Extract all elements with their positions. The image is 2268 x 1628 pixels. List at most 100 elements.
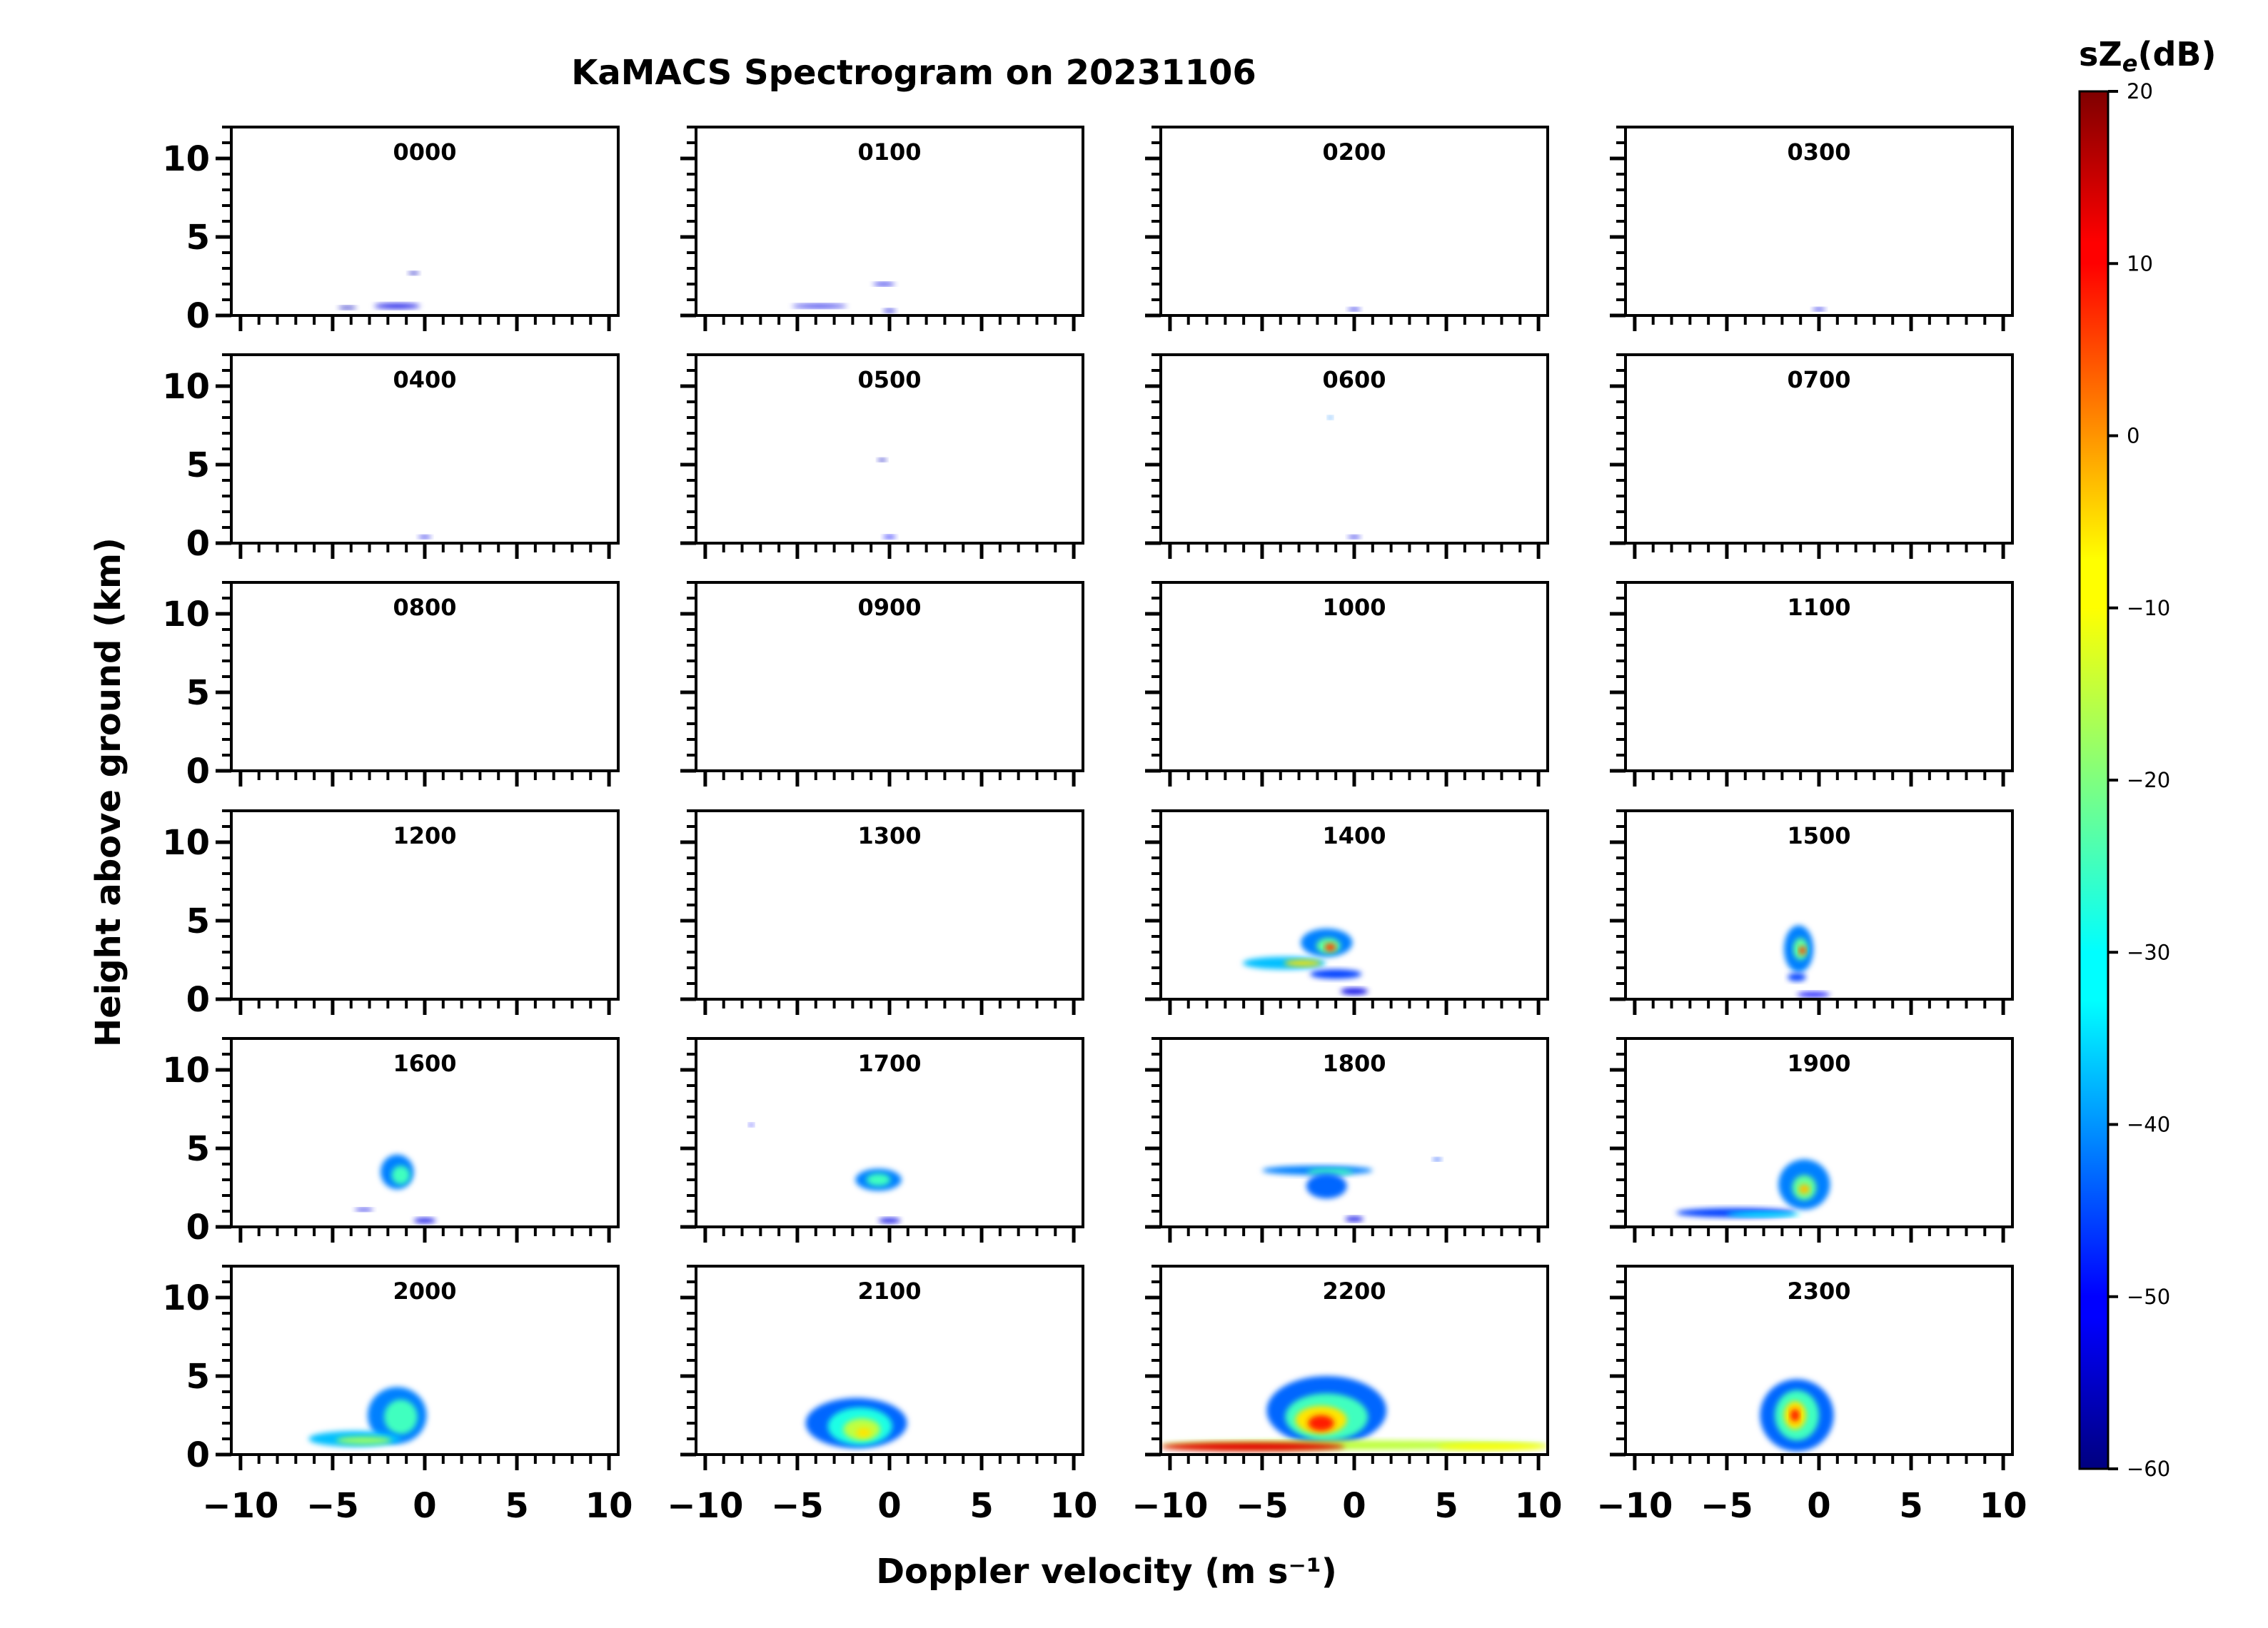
spectral-blob [1812, 308, 1826, 311]
panel-0400: 0400 0 5 10 [162, 353, 620, 564]
spectral-blob [1788, 973, 1806, 981]
y-tick-label: 0 [186, 980, 210, 1020]
spectral-blob [1345, 1216, 1364, 1222]
x-tick-label: 10 [1050, 1486, 1098, 1526]
y-tick-label: 0 [186, 524, 210, 564]
spectral-blob [1798, 946, 1806, 955]
panel-data [1347, 308, 1361, 311]
panel-label: 0000 [393, 138, 456, 166]
panel-2000: 2000 0 5 10 −10 −5 0 5 10 [162, 1265, 632, 1526]
panel-data [1242, 929, 1369, 995]
colorbar-tick-label: −30 [2127, 940, 2170, 964]
x-axis-label: Doppler velocity (m s⁻¹) [876, 1552, 1337, 1592]
panel-label: 1400 [1322, 822, 1386, 849]
spectral-blob [374, 303, 420, 309]
spectral-blob [1798, 1184, 1810, 1194]
panel-1000: 1000 [1145, 581, 1549, 787]
spectral-blob [866, 1173, 891, 1186]
panel-data [748, 1123, 902, 1223]
x-tick-label: 5 [505, 1486, 528, 1526]
y-tick-label: 0 [186, 1435, 210, 1475]
panel-label: 1700 [857, 1050, 921, 1077]
y-tick-label: 10 [162, 139, 210, 179]
spectral-blob [877, 458, 887, 462]
spectral-blob [1347, 535, 1361, 539]
panel-label: 0500 [857, 366, 921, 393]
colorbar-tick-label: 20 [2127, 79, 2153, 103]
x-tick-label: −5 [771, 1486, 824, 1526]
panel-data [338, 271, 420, 309]
spectral-blob [1347, 308, 1361, 311]
spectral-blob [384, 1400, 418, 1435]
panel-1300: 1300 [680, 809, 1084, 1015]
panel-data [1783, 925, 1830, 997]
spectral-blob [1797, 992, 1830, 997]
spectral-blob [856, 1427, 872, 1437]
panel-1500: 1500 [1610, 809, 2014, 1015]
x-tick-label: 0 [413, 1486, 436, 1526]
x-tick-label: −10 [202, 1486, 278, 1526]
colorbar: sZe(dB) 20 10 0 −10 −20 −30 −40 −50 −60 [2078, 35, 2216, 1481]
colorbar-label: sZe(dB) [2079, 35, 2216, 77]
x-tick-label: 5 [969, 1486, 993, 1526]
y-tick-label: 10 [162, 595, 210, 634]
x-tick-label: 5 [1899, 1486, 1922, 1526]
y-tick-label: 5 [186, 673, 210, 713]
panel-label: 1100 [1787, 594, 1850, 621]
panel-data [1760, 1379, 1834, 1452]
x-tick-label: 10 [1515, 1486, 1563, 1526]
x-tick-label: −5 [1236, 1486, 1289, 1526]
panel-label: 2100 [857, 1278, 921, 1305]
spectral-blob [1307, 1168, 1354, 1176]
panel-0600: 0600 [1145, 353, 1549, 559]
colorbar-tick-label: 0 [2127, 424, 2140, 448]
colorbar-ticks: 20 10 0 −10 −20 −30 −40 −50 −60 [2108, 79, 2170, 1481]
spectral-blob [1161, 1442, 1346, 1452]
panel-data [877, 458, 897, 539]
spectral-blob [882, 535, 897, 539]
panel-0900: 0900 [680, 581, 1084, 787]
colorbar-tick-label: 10 [2127, 251, 2153, 275]
panel-1900: 1900 [1610, 1037, 2014, 1243]
panel-label: 1600 [393, 1050, 456, 1077]
panel-1800: 1800 [1145, 1037, 1549, 1243]
spectral-blob [338, 306, 357, 309]
panel-data [805, 1397, 907, 1449]
y-tick-label: 0 [186, 752, 210, 792]
panel-0800: 0800 0 5 10 [162, 581, 620, 792]
panel-label: 0200 [1322, 138, 1386, 166]
panel-data [1261, 1158, 1442, 1222]
y-tick-label: 5 [186, 901, 210, 941]
spectral-blob [1432, 1158, 1442, 1161]
panel-data [1675, 1159, 1830, 1218]
panel-data [308, 1387, 427, 1447]
panel-label: 0400 [393, 366, 456, 393]
colorbar-tick-label: −60 [2127, 1457, 2170, 1481]
y-tick-label: 0 [186, 1208, 210, 1248]
spectral-blob [748, 1123, 755, 1126]
x-tick-label: 0 [1342, 1486, 1366, 1526]
panel-label: 0700 [1787, 366, 1850, 393]
y-tick-label: 5 [186, 1357, 210, 1397]
spectral-blob [1306, 1173, 1347, 1199]
spectral-blob [354, 1208, 373, 1211]
panel-0300: 0300 [1610, 126, 2014, 331]
x-tick-label: 0 [877, 1486, 901, 1526]
panel-label: 2000 [393, 1278, 456, 1305]
x-tick-label: −5 [1700, 1486, 1753, 1526]
x-tick-label: −10 [1596, 1486, 1673, 1526]
panel-1600: 1600 0 5 10 [162, 1037, 620, 1248]
y-tick-label: 10 [162, 823, 210, 863]
spectral-blob [418, 535, 432, 539]
spectral-blob [878, 1218, 901, 1223]
spectral-blob [408, 271, 420, 275]
y-tick-label: 0 [186, 296, 210, 336]
panel-data [1327, 416, 1361, 539]
x-tick-label: −5 [306, 1486, 359, 1526]
panel-label: 1900 [1787, 1050, 1850, 1077]
panel-label: 2200 [1322, 1278, 1386, 1305]
panel-label: 1000 [1322, 594, 1386, 621]
panel-label: 1300 [857, 822, 921, 849]
